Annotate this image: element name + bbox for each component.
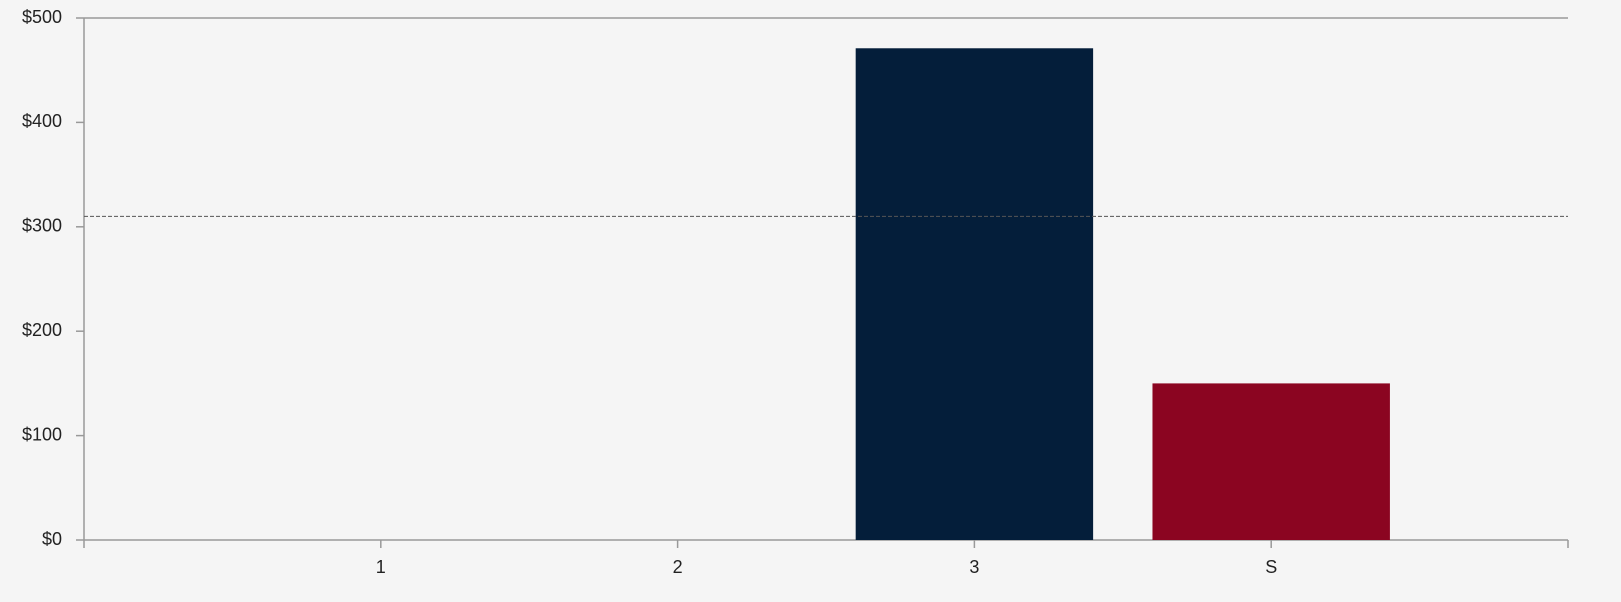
- y-tick-label: $0: [42, 529, 62, 549]
- x-tick-label: 2: [673, 557, 683, 577]
- x-tick-label: 1: [376, 557, 386, 577]
- y-tick-label: $400: [22, 111, 62, 131]
- x-tick-label: S: [1265, 557, 1277, 577]
- y-tick-label: $100: [22, 424, 62, 444]
- x-tick-label: 3: [969, 557, 979, 577]
- y-tick-label: $500: [22, 7, 62, 27]
- bar: [855, 48, 1094, 540]
- bar: [1152, 383, 1390, 540]
- y-tick-label: $200: [22, 320, 62, 340]
- y-tick-label: $300: [22, 216, 62, 236]
